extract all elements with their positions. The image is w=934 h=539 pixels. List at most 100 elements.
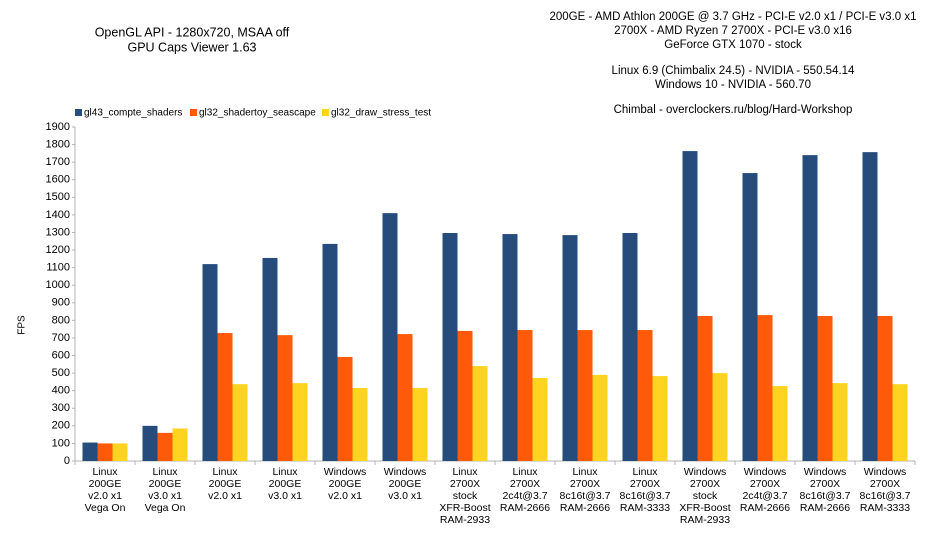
x-tick-label: 200GE: [269, 478, 302, 490]
bar: [517, 330, 533, 461]
bar: [832, 383, 848, 461]
y-tick-label: 1100: [46, 262, 70, 274]
x-tick-label: 200GE: [89, 478, 122, 490]
bar: [697, 315, 713, 461]
y-tick-label: 600: [52, 349, 70, 361]
x-tick-label: 2700X: [690, 478, 720, 490]
bar: [457, 330, 473, 461]
x-tick-label: RAM-2666: [560, 502, 610, 514]
x-tick-label: 2700X: [510, 478, 540, 490]
x-tick-label: stock: [453, 490, 478, 502]
x-tick-label: v3.0 x1: [388, 490, 422, 502]
x-tick-label: 2700X: [810, 478, 840, 490]
legend-swatch: [322, 109, 329, 116]
x-tick-label: Linux: [632, 466, 658, 478]
annotation: Chimbal - overclockers.ru/blog/Hard-Work…: [614, 104, 853, 116]
bar: [202, 264, 218, 461]
x-tick-label: Linux: [152, 466, 178, 478]
x-tick-label: RAM-2666: [500, 502, 550, 514]
bar: [637, 330, 653, 461]
x-tick-label: Linux: [452, 466, 478, 478]
x-tick-label: Windows: [384, 466, 427, 478]
x-tick-label: 2c4t@3.7: [502, 490, 547, 502]
legend-swatch: [75, 109, 82, 116]
bar: [382, 213, 398, 461]
bar: [562, 235, 578, 461]
x-tick-label: 2700X: [450, 478, 480, 490]
x-tick-label: 200GE: [209, 478, 242, 490]
bar: [712, 373, 728, 461]
bar: [502, 234, 518, 461]
annotation: 200GE - AMD Athlon 200GE @ 3.7 GHz - PCI…: [549, 11, 916, 23]
y-tick-label: 0: [64, 455, 70, 467]
x-tick-label: Windows: [324, 466, 367, 478]
bar: [772, 386, 788, 461]
x-tick-label: Windows: [864, 466, 907, 478]
x-tick-label: 2700X: [570, 478, 600, 490]
legend-label: gl32_draw_stress_test: [331, 108, 431, 119]
bar: [592, 374, 608, 461]
bar: [292, 383, 308, 461]
x-tick-label: RAM-2666: [800, 502, 850, 514]
y-tick-label: 200: [52, 420, 70, 432]
x-tick-label: v2.0 x1: [88, 490, 122, 502]
chart-title: GPU Caps Viewer 1.63: [128, 40, 257, 54]
bar: [817, 315, 833, 461]
y-tick-label: 900: [52, 297, 70, 309]
x-tick-label: RAM-2666: [740, 502, 790, 514]
bar: [742, 173, 758, 462]
bar: [862, 152, 878, 462]
x-tick-label: 8c16t@3.7: [560, 490, 611, 502]
x-tick-label: 2700X: [750, 478, 780, 490]
x-tick-label: 2700X: [870, 478, 900, 490]
x-tick-label: Linux: [572, 466, 598, 478]
annotation: Windows 10 - NVIDIA - 560.70: [655, 79, 811, 91]
bar: [652, 376, 668, 461]
bar: [757, 315, 773, 461]
x-tick-label: 8c16t@3.7: [860, 490, 911, 502]
annotation: GeForce GTX 1070 - stock: [664, 39, 802, 51]
bar: [322, 243, 338, 461]
x-tick-label: Vega On: [85, 502, 126, 514]
x-tick-label: v3.0 x1: [148, 490, 182, 502]
y-tick-label: 1200: [46, 244, 70, 256]
y-axis-label: FPS: [17, 315, 28, 335]
legend-swatch: [190, 109, 197, 116]
bar: [172, 428, 188, 461]
bar: [112, 443, 128, 461]
x-tick-label: Linux: [512, 466, 538, 478]
bar: [142, 425, 158, 461]
x-tick-label: Linux: [212, 466, 238, 478]
bar: [892, 384, 908, 461]
y-tick-label: 1500: [46, 191, 70, 203]
chart-title: OpenGL API - 1280x720, MSAA off: [95, 25, 290, 39]
y-tick-label: 1300: [46, 226, 70, 238]
x-tick-label: XFR-Boost: [439, 502, 490, 514]
bar: [97, 443, 113, 461]
y-tick-label: 1700: [46, 156, 70, 168]
x-tick-label: 2700X: [630, 478, 660, 490]
y-tick-label: 300: [52, 402, 70, 414]
bar: [217, 333, 233, 461]
bar: [472, 366, 488, 461]
x-tick-label: 200GE: [389, 478, 422, 490]
bar: [682, 151, 698, 461]
bar: [337, 356, 353, 461]
y-tick-label: 1400: [46, 209, 70, 221]
x-tick-label: stock: [693, 490, 718, 502]
y-tick-label: 1900: [46, 121, 70, 133]
x-tick-label: v2.0 x1: [328, 490, 362, 502]
x-tick-label: Windows: [684, 466, 727, 478]
x-tick-label: RAM-3333: [860, 502, 910, 514]
x-tick-label: 8c16t@3.7: [620, 490, 671, 502]
y-tick-label: 800: [52, 314, 70, 326]
bar: [577, 330, 593, 461]
annotation: 2700X - AMD Ryzen 7 2700X - PCI-E v3.0 x…: [614, 25, 852, 37]
x-tick-label: Windows: [744, 466, 787, 478]
x-tick-label: Linux: [272, 466, 298, 478]
x-tick-label: v2.0 x1: [208, 490, 242, 502]
x-tick-label: 2c4t@3.7: [742, 490, 787, 502]
bar: [412, 388, 428, 461]
legend-label: gl32_shadertoy_seascape: [199, 108, 316, 119]
